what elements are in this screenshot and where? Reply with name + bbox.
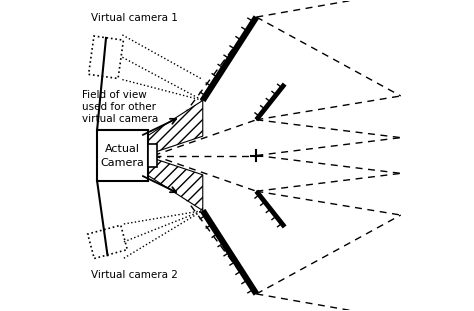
Text: Virtual camera 1: Virtual camera 1 [91, 13, 178, 23]
Bar [148, 144, 156, 167]
Polygon shape [145, 156, 203, 211]
Bar [97, 130, 148, 181]
Text: Virtual camera 2: Virtual camera 2 [91, 270, 178, 280]
Polygon shape [145, 100, 203, 156]
Text: virtual camera: virtual camera [82, 114, 158, 124]
Text: Actual: Actual [105, 144, 140, 155]
Text: Camera: Camera [100, 158, 144, 168]
Text: Field of view: Field of view [82, 90, 147, 100]
Text: used for other: used for other [82, 102, 156, 112]
